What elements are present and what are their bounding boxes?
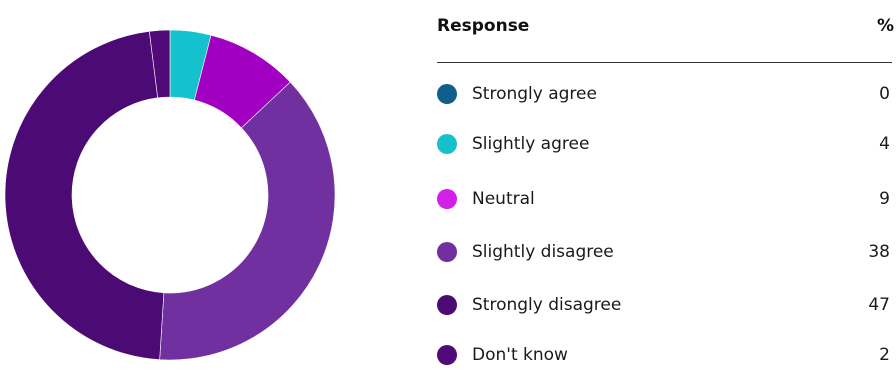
legend-table: Response % Strongly agree 0 Slightly agr…	[437, 0, 896, 365]
legend-value-neutral: 9	[879, 189, 890, 209]
donut-chart	[0, 0, 340, 365]
legend-swatch-neutral	[437, 189, 457, 209]
donut-svg	[4, 29, 336, 361]
legend-label-strongly-agree: Strongly agree	[472, 84, 597, 104]
legend-row-slightly-disagree: Slightly disagree 38	[437, 240, 892, 266]
legend-swatch-dont-know	[437, 345, 457, 365]
legend-label-strongly-disagree: Strongly disagree	[472, 295, 622, 315]
donut-slice-slightly-disagree	[159, 81, 336, 361]
legend-value-slightly-disagree: 38	[868, 242, 890, 262]
legend-swatch-slightly-agree	[437, 134, 457, 154]
legend-value-slightly-agree: 4	[879, 134, 890, 154]
column-header-percent: %	[876, 16, 894, 36]
legend-label-dont-know: Don't know	[472, 345, 568, 365]
legend-row-strongly-agree: Strongly agree 0	[437, 82, 892, 108]
column-header-response: Response	[437, 16, 530, 36]
legend-value-strongly-disagree: 47	[868, 295, 890, 315]
legend-value-strongly-agree: 0	[879, 84, 890, 104]
legend-row-dont-know: Don't know 2	[437, 343, 892, 369]
legend-row-slightly-agree: Slightly agree 4	[437, 132, 892, 158]
legend-swatch-slightly-disagree	[437, 242, 457, 262]
legend-swatch-strongly-disagree	[437, 295, 457, 315]
donut-slice-don-t-know	[148, 29, 171, 99]
legend-row-neutral: Neutral 9	[437, 187, 892, 213]
legend-row-strongly-disagree: Strongly disagree 47	[437, 293, 892, 319]
legend-label-neutral: Neutral	[472, 189, 535, 209]
legend-label-slightly-disagree: Slightly disagree	[472, 242, 614, 262]
donut-slice-strongly-disagree	[4, 30, 165, 360]
legend-label-slightly-agree: Slightly agree	[472, 134, 590, 154]
legend-swatch-strongly-agree	[437, 84, 457, 104]
legend-value-dont-know: 2	[879, 345, 890, 365]
header-divider	[437, 62, 892, 63]
